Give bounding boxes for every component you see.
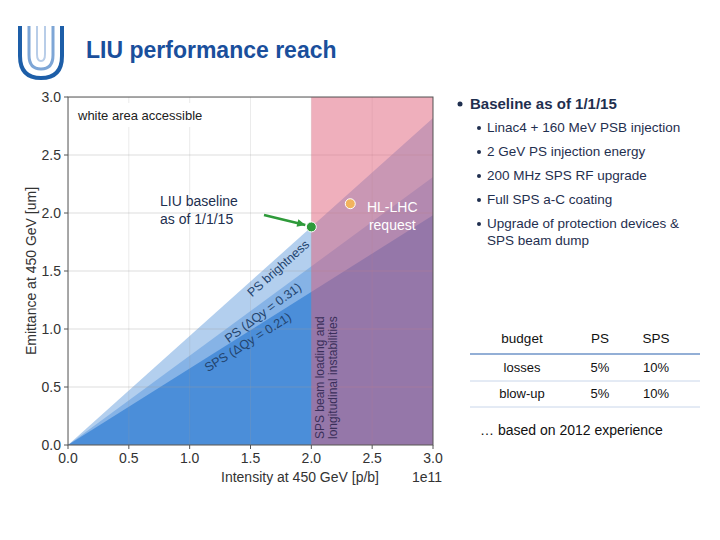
table-header: budget [501,331,543,346]
point-label: as of 1/1/15 [160,211,233,227]
annotation-box [72,103,220,127]
title: LIU performance reach [86,37,337,63]
bullet [477,126,481,130]
bullet-item: 2 GeV PS injection energy [487,144,646,159]
tick-label: 1.5 [42,263,62,279]
table-cell: blow-up [499,386,545,401]
tick [64,271,68,272]
bullet-item: 200 MHz SPS RF upgrade [487,168,647,183]
bullet [477,222,481,226]
tick-label: 0.5 [119,450,139,466]
point-label: request [369,217,416,233]
grid-line [250,97,251,445]
tick [433,445,434,449]
background [0,0,720,540]
table-cell: 10% [643,386,669,401]
tick-label: 2.0 [302,450,322,466]
tick [64,97,68,98]
region-label: SPS beam loading and [313,316,327,439]
x-axis-label: Intensity at 450 GeV [p/b] [221,469,379,485]
tick [64,155,68,156]
table-cell: losses [504,360,541,375]
table-header: PS [591,331,609,346]
tick-label: 3.0 [423,450,443,466]
tick-label: 2.5 [42,147,62,163]
table-cell: 10% [643,360,669,375]
tick-label: 1.0 [180,450,200,466]
y-axis-label: Emittance at 450 GeV [um] [23,187,39,355]
tick-label: 1.5 [241,450,261,466]
tick [64,329,68,330]
point [345,199,355,209]
point-label: HL-LHC [367,199,418,215]
annotation: white area accessible [77,108,202,123]
table-cell: 5% [591,386,610,401]
series-label: SPS (ΔQy = 0.21) [202,310,294,375]
grid-line [189,97,190,445]
bullet [458,102,463,107]
point-label: LIU baseline [160,193,238,209]
bullet [477,174,481,178]
table-header: SPS [642,331,669,346]
logo-outer [20,26,62,78]
region [311,97,433,445]
tick-label: 0.5 [42,379,62,395]
tick-label: 2.5 [362,450,382,466]
logo-core [37,26,45,61]
grid-line [128,97,129,445]
point [306,222,316,232]
tick [64,387,68,388]
tick-label: 0.0 [58,450,78,466]
tick [128,445,129,449]
table-cell: 5% [591,360,610,375]
plot-bg [68,97,433,445]
table-rule [470,407,700,408]
bullet-item: SPS beam dump [487,233,589,248]
region-label: longitudinal instabilities [326,316,340,439]
tick [64,445,68,446]
arrow-head [297,219,306,227]
logo [20,26,62,78]
bullet-item: Full SPS a-C coating [487,192,612,207]
frame [68,97,433,445]
tick-label: 2.0 [42,205,62,221]
tick [68,445,69,449]
logo-inner [29,26,53,69]
table-rule [470,381,700,382]
tick [64,213,68,214]
bullet [477,198,481,202]
tick [189,445,190,449]
tick-label: 1.0 [42,321,62,337]
tick [372,445,373,449]
tick-label: 3.0 [42,89,62,105]
plot-area [68,97,433,445]
bullet [477,150,481,154]
note: … based on 2012 experience [480,422,663,438]
bullet-item: Linac4 + 160 MeV PSB injection [487,120,680,135]
axis-multiplier: 1e11 [412,469,442,485]
slide: LIU performance reach 0.0 0.5 1.0 1.5 2.0 2.5 3… [0,0,720,540]
table-rule [470,353,700,355]
bullet-item: Upgrade of protection devices & [487,216,679,231]
bullet-heading: Baseline as of 1/1/15 [470,95,617,112]
tick [311,445,312,449]
tick [250,445,251,449]
